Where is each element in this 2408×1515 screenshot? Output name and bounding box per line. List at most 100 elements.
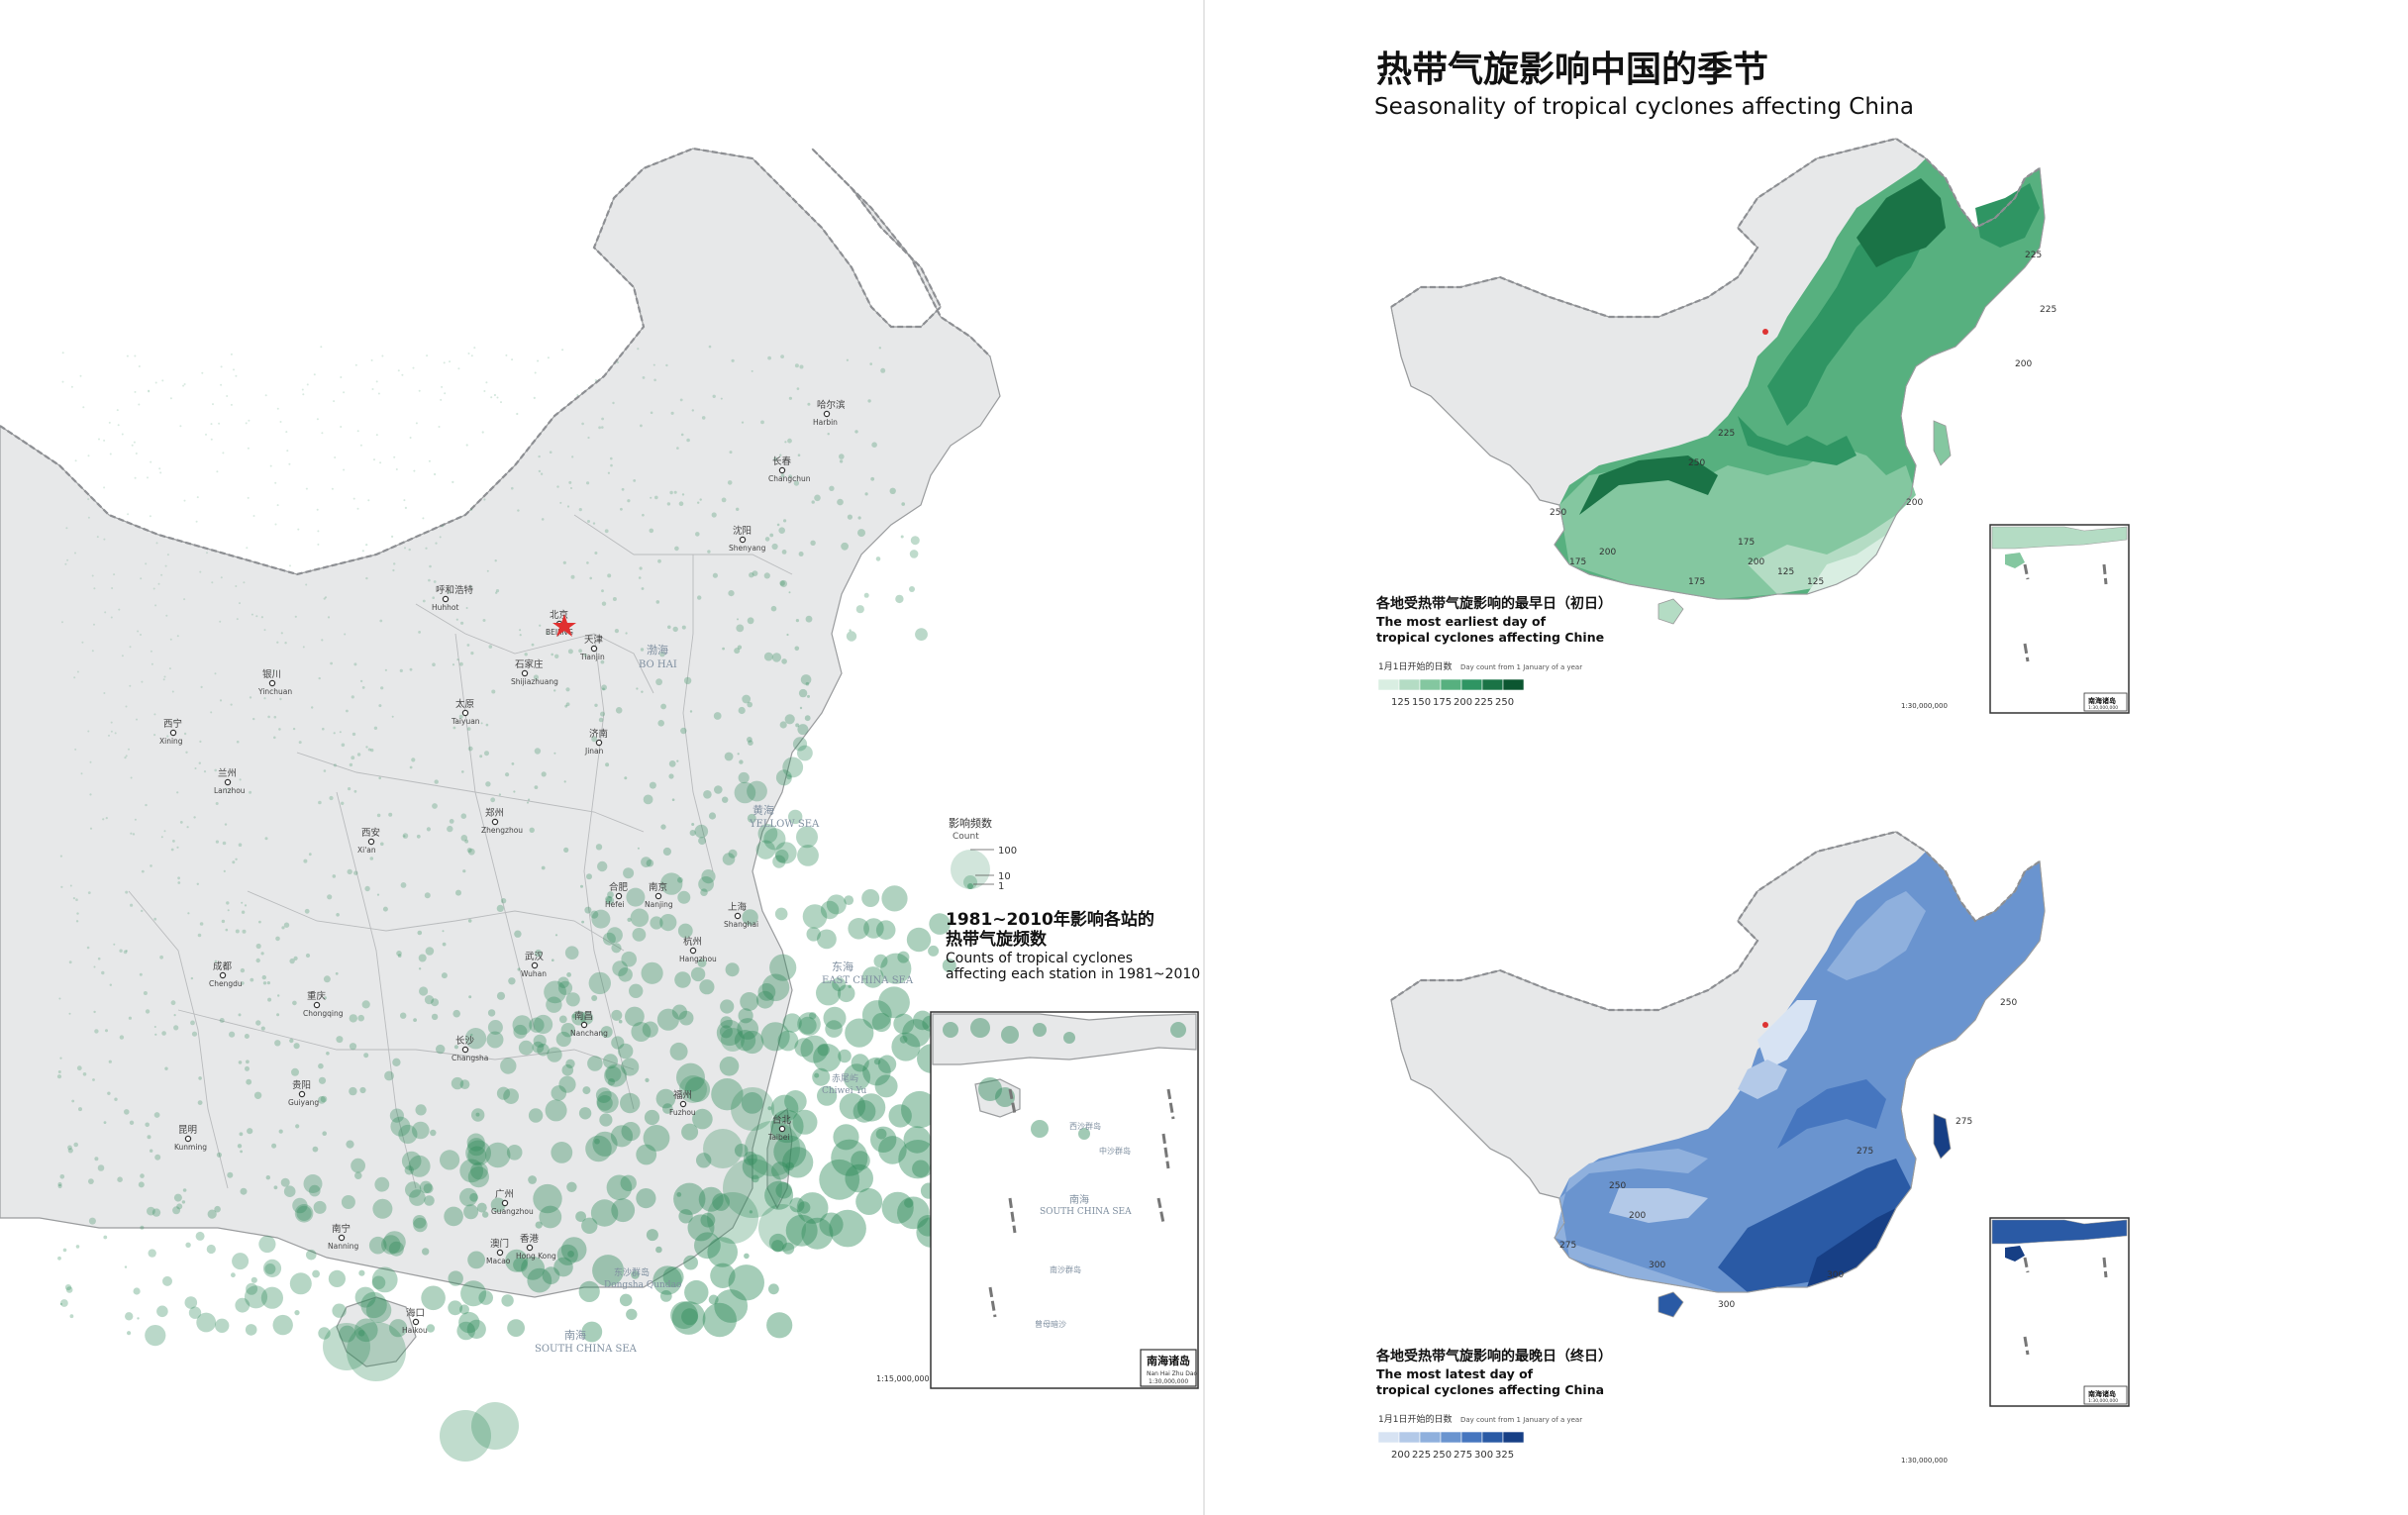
station-dot bbox=[862, 1057, 891, 1086]
station-dot bbox=[745, 1121, 800, 1176]
station-dot bbox=[771, 653, 782, 662]
station-dot bbox=[529, 1017, 545, 1033]
station-dot bbox=[68, 1012, 71, 1015]
station-dot bbox=[652, 363, 655, 366]
station-dot bbox=[74, 459, 77, 462]
station-dot bbox=[570, 487, 572, 489]
city-dot bbox=[491, 818, 499, 826]
station-dot bbox=[551, 1085, 567, 1101]
station-dot bbox=[659, 1290, 672, 1302]
station-dot bbox=[551, 1142, 573, 1163]
station-dot bbox=[741, 1030, 764, 1055]
station-dot bbox=[262, 1259, 282, 1277]
station-dot bbox=[470, 354, 473, 357]
station-dot bbox=[788, 591, 791, 594]
station-dot bbox=[376, 893, 380, 896]
station-dot bbox=[389, 1319, 408, 1338]
station-dot bbox=[631, 1270, 640, 1279]
station-dot bbox=[755, 840, 775, 859]
station-dot bbox=[140, 634, 142, 636]
station-dot bbox=[129, 646, 132, 649]
station-dot bbox=[855, 605, 864, 614]
station-dot bbox=[392, 568, 395, 572]
station-dot bbox=[563, 780, 566, 783]
station-dot bbox=[187, 912, 190, 915]
station-dot bbox=[546, 632, 550, 635]
station-dot bbox=[306, 383, 309, 386]
station-dot bbox=[845, 1018, 874, 1048]
station-dot bbox=[359, 1086, 366, 1094]
station-dot bbox=[412, 1121, 430, 1140]
station-dot bbox=[86, 946, 90, 950]
city-label-zh: 太原 bbox=[455, 698, 474, 710]
station-dot bbox=[618, 1019, 623, 1024]
station-dot bbox=[443, 361, 446, 364]
station-dot bbox=[742, 909, 758, 926]
station-dot bbox=[774, 842, 797, 864]
station-dot bbox=[880, 367, 886, 373]
station-dot bbox=[305, 583, 308, 586]
station-dot bbox=[848, 984, 852, 988]
station-dot bbox=[358, 1269, 365, 1276]
station-dot bbox=[210, 711, 213, 714]
station-dot bbox=[161, 379, 164, 382]
station-dot bbox=[565, 992, 580, 1007]
station-dot bbox=[404, 506, 407, 509]
station-dot bbox=[490, 1197, 506, 1213]
station-dot bbox=[607, 471, 611, 474]
station-dot bbox=[771, 543, 778, 551]
station-dot bbox=[255, 1020, 261, 1026]
station-dot bbox=[413, 1018, 417, 1022]
station-dot bbox=[557, 976, 569, 988]
station-dot bbox=[554, 934, 558, 937]
station-dot bbox=[722, 796, 729, 803]
station-dot bbox=[629, 983, 644, 998]
station-dot bbox=[760, 1022, 790, 1052]
station-dot bbox=[129, 1120, 135, 1126]
station-dot bbox=[662, 1103, 673, 1114]
station-dot bbox=[305, 953, 311, 959]
station-dot bbox=[332, 1303, 347, 1318]
station-dot bbox=[374, 1176, 390, 1192]
latest-title-en-2: tropical cyclones affecting China bbox=[1376, 1382, 1604, 1397]
station-dot bbox=[740, 992, 759, 1011]
city-label-zh: 合肥 bbox=[609, 881, 629, 893]
station-dot bbox=[105, 1029, 108, 1033]
station-dot bbox=[215, 802, 219, 805]
station-dot bbox=[929, 913, 951, 935]
station-dot bbox=[134, 476, 137, 479]
station-dot bbox=[874, 1074, 898, 1098]
sea-label-chiwei-en: Chiwei Yu bbox=[822, 1086, 866, 1096]
station-dot bbox=[809, 1012, 817, 1020]
station-dot bbox=[760, 420, 764, 425]
station-dot bbox=[323, 597, 326, 600]
station-dot bbox=[468, 585, 472, 588]
station-dot bbox=[214, 768, 217, 772]
station-dot bbox=[623, 867, 635, 879]
station-dot bbox=[451, 1076, 464, 1090]
station-dot bbox=[276, 641, 279, 644]
station-dot bbox=[611, 1198, 636, 1223]
contour-label: 275 bbox=[1559, 1241, 1576, 1251]
contour-label: 225 bbox=[2040, 305, 2057, 315]
station-dot bbox=[633, 479, 637, 482]
station-dot bbox=[442, 930, 445, 933]
station-dot bbox=[714, 785, 723, 794]
station-dot bbox=[739, 759, 744, 764]
station-dot bbox=[448, 1270, 463, 1286]
station-dot bbox=[380, 686, 384, 690]
station-dot bbox=[657, 720, 664, 727]
station-dot bbox=[448, 1300, 463, 1316]
station-dot bbox=[626, 1308, 638, 1321]
station-dot bbox=[851, 1151, 870, 1170]
sea-label-dongsha-zh: 东沙群岛 bbox=[614, 1266, 650, 1278]
station-dot bbox=[655, 1246, 662, 1254]
station-dot bbox=[942, 959, 956, 973]
station-dot bbox=[465, 607, 468, 609]
station-dot bbox=[431, 1013, 439, 1021]
station-dot bbox=[505, 1249, 529, 1272]
station-dot bbox=[588, 971, 611, 995]
station-dot bbox=[150, 650, 152, 653]
station-dot bbox=[678, 1209, 693, 1224]
station-dot bbox=[857, 516, 861, 520]
